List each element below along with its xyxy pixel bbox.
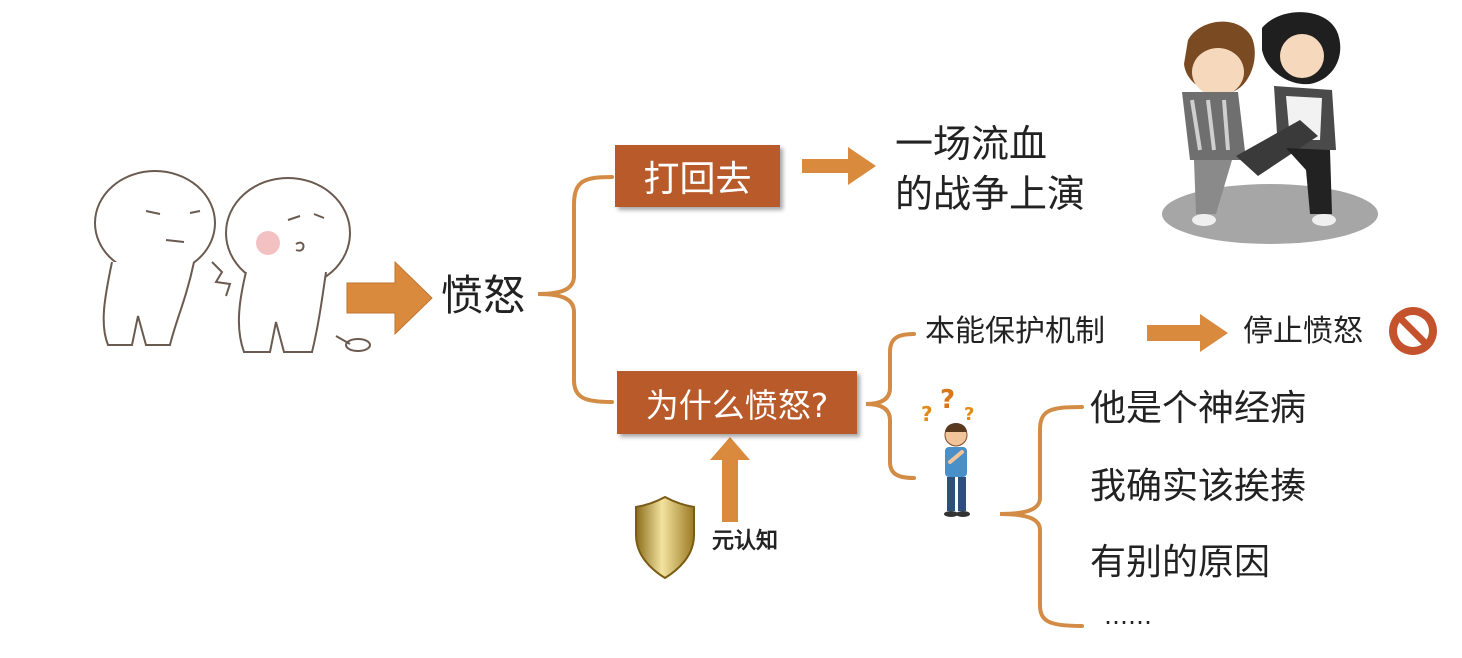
meta-arrow — [710, 437, 750, 522]
instinct-arrow — [1147, 314, 1228, 352]
why-bracket — [865, 332, 916, 480]
war-line-2: 的战争上演 — [895, 172, 1086, 216]
reason-item: 有别的原因 — [1090, 542, 1271, 583]
fight-back-label: 打回去 — [643, 159, 752, 200]
instinct-node: 本能保护机制 — [925, 314, 1105, 349]
no-entry-icon — [1389, 307, 1437, 355]
question-person-icon: ? ? ? — [921, 385, 974, 517]
reason-item: 我确实该挨揍 — [1090, 466, 1307, 507]
svg-text:?: ? — [940, 385, 955, 415]
fight-arrow — [802, 147, 876, 185]
why-angry-label: 为什么愤怒? — [645, 385, 829, 425]
cartoon-characters — [94, 170, 371, 353]
why-angry-box: 为什么愤怒? — [617, 371, 857, 434]
reason-ellipsis: …… — [1104, 602, 1152, 630]
shield-icon — [635, 495, 695, 580]
war-line-1: 一场流血 — [895, 122, 1048, 166]
main-arrow — [346, 260, 433, 336]
root-bracket — [537, 175, 614, 404]
root-node: 愤怒 — [441, 271, 526, 320]
fighting-boys-illustration — [1162, 12, 1378, 244]
svg-text:?: ? — [921, 402, 933, 426]
stop-anger-node: 停止愤怒 — [1243, 314, 1363, 349]
fight-back-box: 打回去 — [615, 145, 780, 207]
reason-item: 他是个神经病 — [1090, 388, 1307, 429]
reasons-bracket — [999, 405, 1084, 628]
svg-text:?: ? — [964, 404, 974, 425]
metacognition-label: 元认知 — [712, 529, 779, 554]
